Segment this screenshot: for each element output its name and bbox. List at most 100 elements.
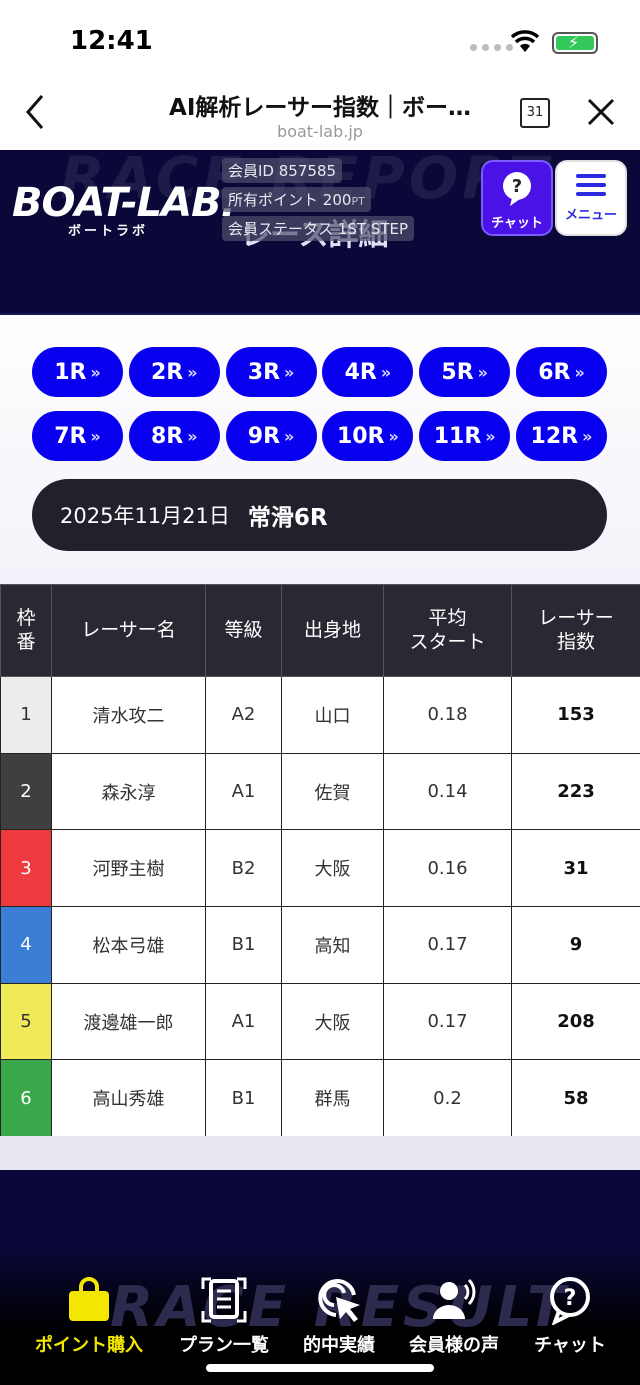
race-button-3r[interactable]: 3R»: [225, 347, 317, 397]
racer-index-cell: 208: [511, 982, 640, 1061]
nav-point-purchase-label: ポイント購入: [35, 1335, 143, 1356]
menu-button-label: メニュー: [564, 208, 617, 223]
member-status-value: 1ST STEP: [337, 220, 408, 238]
browser-bar: AI解析レーサー指数｜ボー… boat-lab.jp 31: [0, 82, 640, 150]
svg-text:?: ?: [512, 176, 522, 197]
hamburger-menu-icon: [576, 174, 606, 196]
member-id-label: 会員ID: [228, 162, 274, 180]
frame-cell: 2: [0, 752, 52, 831]
origin-cell: 高知: [281, 906, 384, 984]
nav-member-voice-label: 会員様の声: [409, 1335, 499, 1356]
nav-member-voice[interactable]: 会員様の声: [390, 1275, 518, 1357]
race-section: 1R» 2R» 3R» 4R» 5R» 6R» 7R» 8R» 9R» 10R» 11R» 12R» …: [0, 315, 640, 585]
table-header-row: 枠番 レーサー名 等級 出身地 平均 スタート レーサー 指数: [0, 584, 640, 677]
racer-index-cell: 9: [511, 906, 640, 984]
race-button-label: 5R: [441, 359, 474, 385]
member-status-label: 会員ステータス: [228, 220, 334, 238]
frame-cell: 4: [0, 906, 52, 984]
race-button-10r[interactable]: 10R»: [322, 411, 414, 461]
chat-help-icon: ?: [503, 172, 531, 206]
points-label: 所有ポイント: [228, 191, 319, 209]
header-grade: 等級: [205, 584, 282, 677]
grade-cell: B1: [205, 1059, 282, 1138]
race-button-7r[interactable]: 7R»: [32, 411, 123, 461]
race-button-label: 8R: [151, 423, 184, 449]
avg-start-cell: 0.2: [383, 1059, 512, 1138]
calendar-icon[interactable]: 31: [520, 98, 550, 128]
points-value: 200: [322, 191, 352, 209]
avg-start-cell: 0.16: [383, 829, 512, 908]
grade-cell: A1: [205, 982, 282, 1061]
header-origin: 出身地: [281, 584, 384, 677]
race-button-label: 4R: [344, 359, 377, 385]
race-button-6r[interactable]: 6R»: [515, 347, 607, 397]
double-chevron-right-icon: »: [90, 426, 101, 446]
racer-name-cell: 松本弓雄: [51, 906, 206, 984]
site-header: RACE REPORT レース詳細 BOAT-LAB. ボートラボ 会員ID 8…: [0, 150, 640, 315]
member-voice-icon: [433, 1278, 476, 1319]
double-chevron-right-icon: »: [187, 362, 198, 382]
race-button-12r[interactable]: 12R»: [515, 411, 607, 461]
race-button-11r[interactable]: 11R»: [419, 411, 511, 461]
double-chevron-right-icon: »: [477, 362, 488, 382]
origin-cell: 大阪: [281, 982, 384, 1061]
racer-name-cell: 森永淳: [51, 752, 206, 831]
race-button-8r[interactable]: 8R»: [128, 411, 220, 461]
frame-cell: 3: [0, 829, 52, 908]
nav-chat[interactable]: ? チャット: [506, 1275, 634, 1357]
member-info: 会員ID 857585 所有ポイント 200PT 会員ステータス 1ST STE…: [222, 158, 414, 245]
racer-index-cell: 31: [511, 829, 640, 908]
race-button-label: 3R: [247, 359, 281, 385]
table-row: 3 河野主樹 B2 大阪 0.16 31: [0, 829, 640, 908]
back-arrow-icon[interactable]: [20, 92, 50, 132]
racer-table: 枠番 レーサー名 等級 出身地 平均 スタート レーサー 指数 1 清水攻二 A2 山口 0…: [0, 584, 640, 1138]
grade-cell: A2: [205, 676, 282, 754]
racer-name-cell: 河野主樹: [51, 829, 206, 908]
home-indicator: [206, 1364, 434, 1372]
origin-cell: 山口: [281, 676, 384, 754]
close-icon[interactable]: [585, 96, 617, 128]
double-chevron-right-icon: »: [90, 362, 101, 382]
avg-start-cell: 0.17: [383, 906, 512, 984]
race-button-label: 10R: [336, 423, 385, 449]
race-button-5r[interactable]: 5R»: [419, 347, 511, 397]
race-button-label: 12R: [530, 423, 579, 449]
nav-hit-record[interactable]: 的中実績: [275, 1275, 403, 1357]
race-button-1r[interactable]: 1R»: [32, 347, 123, 397]
double-chevron-right-icon: »: [485, 426, 496, 446]
frame-cell: 1: [0, 676, 52, 754]
table-row: 6 高山秀雄 B1 群馬 0.2 58: [0, 1059, 640, 1138]
racer-index-cell: 223: [511, 752, 640, 831]
nav-point-purchase[interactable]: ポイント購入: [25, 1275, 153, 1357]
menu-button[interactable]: メニュー: [555, 160, 627, 236]
table-row: 2 森永淳 A1 佐賀 0.14 223: [0, 752, 640, 831]
status-bar: 12:41 ⚡: [0, 0, 640, 82]
header-racer-name: レーサー名: [51, 584, 206, 677]
header-avg-start: 平均 スタート: [383, 584, 512, 677]
nav-hit-record-label: 的中実績: [303, 1335, 375, 1356]
race-button-2r[interactable]: 2R»: [128, 347, 220, 397]
race-button-label: 2R: [151, 359, 184, 385]
status-time: 12:41: [70, 26, 153, 56]
table-row: 5 渡邊雄一郎 A1 大阪 0.17 208: [0, 982, 640, 1061]
battery-icon: ⚡: [552, 32, 598, 54]
bottom-nav: RACE RESULT ポイント購入 プラン一覧 的中実績 会員様の声: [0, 1245, 640, 1385]
race-button-4r[interactable]: 4R»: [322, 347, 414, 397]
chat-button[interactable]: ? チャット: [481, 160, 553, 236]
site-logo[interactable]: BOAT-LAB.: [12, 180, 236, 226]
site-logo-sub: ボートラボ: [68, 224, 149, 239]
origin-cell: 大阪: [281, 829, 384, 908]
race-button-9r[interactable]: 9R»: [225, 411, 317, 461]
double-chevron-right-icon: »: [574, 362, 585, 382]
target-click-icon: [318, 1279, 360, 1322]
race-selector: 1R» 2R» 3R» 4R» 5R» 6R» 7R» 8R» 9R» 10R» 11R» 12R»: [32, 347, 607, 461]
origin-cell: 群馬: [281, 1059, 384, 1138]
cellular-signal-icon: [470, 44, 513, 51]
grade-cell: A1: [205, 752, 282, 831]
document-list-icon: [201, 1277, 247, 1323]
nav-plan-list[interactable]: プラン一覧: [160, 1275, 288, 1357]
avg-start-cell: 0.14: [383, 752, 512, 831]
race-button-label: 7R: [54, 423, 87, 449]
racer-index-cell: 58: [511, 1059, 640, 1138]
grade-cell: B2: [205, 829, 282, 908]
